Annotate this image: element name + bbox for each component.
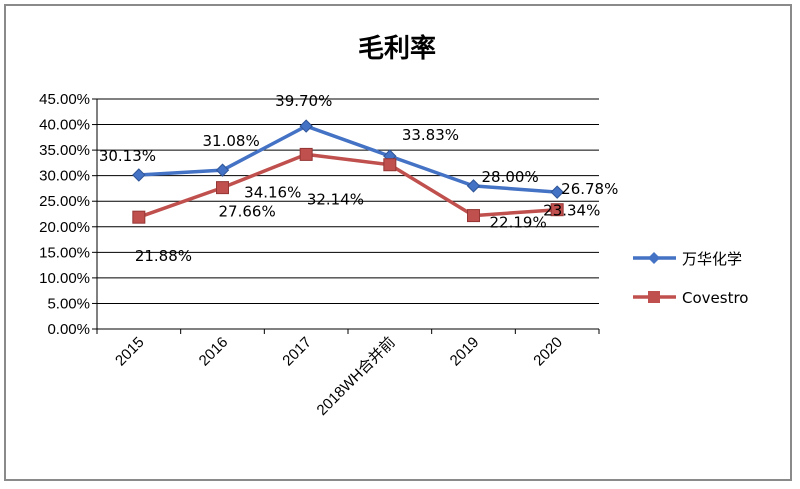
data-point-diamond [466,179,481,193]
chart-frame [4,4,792,481]
legend-label: Covestro [682,289,748,307]
x-tick-label: 2015 [112,334,148,370]
y-tick-label: 10.00% [39,270,90,287]
series-line [138,152,558,219]
data-label: 30.13% [99,147,156,165]
data-point-square [383,158,397,172]
data-label: 33.83% [402,126,459,144]
legend-marker-square [648,291,660,303]
y-tick-label: 40.00% [39,117,90,134]
data-label: 23.34% [543,202,600,220]
data-label: 26.78% [561,180,618,198]
y-tick-label: 35.00% [39,142,90,159]
x-tick-label: 2017 [279,334,315,370]
data-label: 27.66% [219,203,276,221]
series-line [138,124,558,194]
x-tick-label: 2016 [196,334,232,370]
y-tick-label: 45.00% [39,91,90,108]
x-tick-label: 2019 [447,334,483,370]
data-label: 28.00% [482,168,539,186]
data-label: 39.70% [275,92,332,110]
data-point-diamond [215,163,230,177]
y-tick-label: 20.00% [39,219,90,236]
data-label: 31.08% [203,132,260,150]
data-point-diamond [132,168,146,182]
data-point-square [299,147,313,161]
data-point-square [467,209,480,223]
x-tick-label: 2018WH合并前 [314,334,399,419]
y-axis: 0.00% 5.00% 10.00% 15.00% 20.00% 25.00% 30.00%… [39,91,98,338]
data-point-square [550,203,564,217]
y-tick-label: 5.00% [47,295,90,312]
y-tick-label: 15.00% [39,244,90,261]
data-label: 21.88% [135,247,192,265]
chart-title: 毛利率 [358,33,436,64]
data-point-square [132,210,146,224]
y-tick-label: 25.00% [39,193,90,210]
data-point-square [216,181,229,195]
data-label: 32.14% [307,191,364,209]
data-label: 34.16% [244,183,301,201]
x-tick-label: 2020 [530,334,566,370]
y-tick-label: 30.00% [39,168,90,185]
legend: 万华化学 Covestro [633,250,748,307]
data-label: 22.19% [490,214,547,232]
data-point-diamond [299,119,313,133]
data-point-diamond [550,185,564,199]
data-labels: 30.13% 31.08% 39.70% 33.83% 28.00% 26.78% 21.8… [99,92,619,265]
series-lines [132,119,564,224]
legend-marker-diamond [648,252,660,264]
y-tick-label: 0.00% [47,321,90,338]
legend-label: 万华化学 [682,250,742,268]
